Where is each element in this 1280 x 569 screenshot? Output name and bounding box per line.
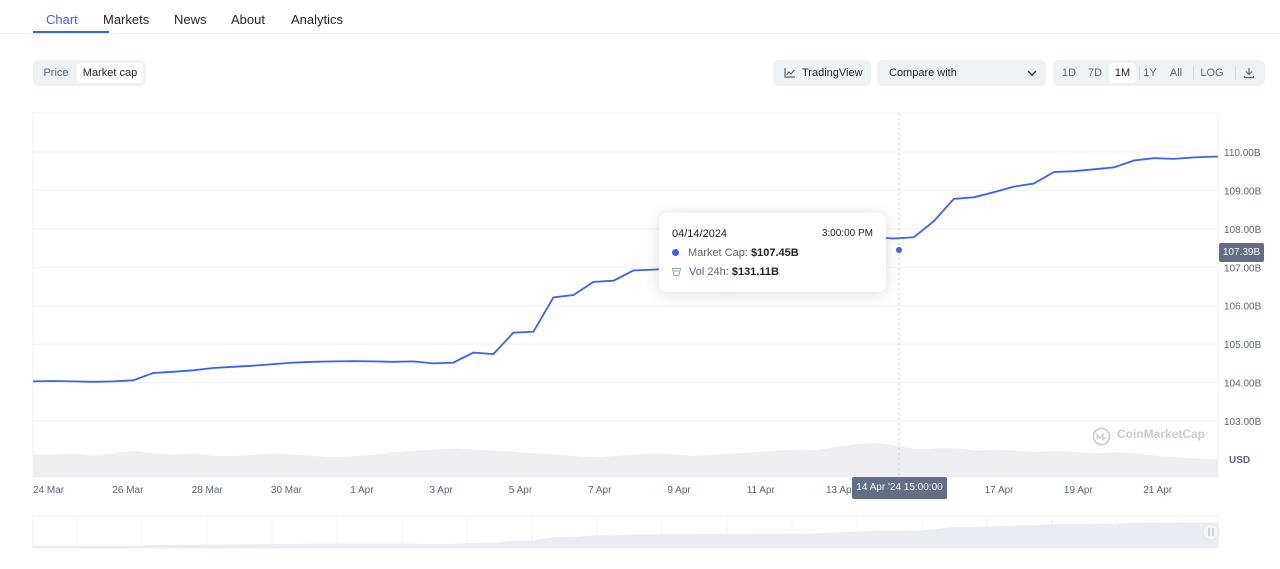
y-tick-label: 107.00B	[1224, 263, 1262, 274]
navigator-handle[interactable]	[1202, 523, 1220, 541]
price-marketcap-toggle: Price Market cap	[33, 60, 146, 86]
chart-tooltip: 04/14/2024 3:00:00 PM Market Cap: $107.4…	[659, 213, 886, 292]
range-1y-button[interactable]: 1Y	[1143, 67, 1157, 79]
y-tick-label: 106.00B	[1224, 302, 1262, 313]
series-dot-icon	[672, 249, 679, 256]
toolbar-divider	[1193, 66, 1194, 80]
tab-markets[interactable]: Markets	[103, 12, 150, 27]
x-tick-label: 21 Apr	[1143, 485, 1173, 496]
x-tick-label: 11 Apr	[747, 485, 776, 496]
volume-icon	[672, 268, 681, 276]
range-1d-button[interactable]: 1D	[1061, 67, 1077, 79]
x-tick-label: 30 Mar	[271, 485, 303, 496]
x-tick-label: 5 Apr	[509, 485, 533, 496]
y-tick-label: 108.00B	[1224, 225, 1262, 236]
tooltip-volume-value: $131.11B	[731, 266, 779, 278]
plot-border	[32, 112, 1219, 478]
tab-bar: Chart Markets News About Analytics	[0, 0, 1280, 34]
log-scale-button[interactable]: LOG	[1200, 67, 1224, 79]
coinmarketcap-logo-icon	[1092, 427, 1111, 446]
tooltip-volume-label: Vol 24h:	[689, 266, 729, 278]
x-tick-label: 26 Mar	[112, 485, 144, 496]
range-1m-button[interactable]: 1M	[1109, 63, 1136, 83]
chevron-down-icon	[1027, 70, 1037, 76]
market-cap-toggle-button[interactable]: Market cap	[77, 63, 143, 83]
price-toggle-button[interactable]: Price	[43, 67, 69, 79]
x-tick-label: 1 Apr	[350, 485, 374, 496]
crosshair-time-badge: 14 Apr '24 15:00:00	[852, 477, 947, 499]
y-tick-label: 109.00B	[1224, 186, 1262, 197]
toolbar-divider	[1235, 66, 1236, 80]
tab-about[interactable]: About	[231, 12, 265, 27]
range-7d-button[interactable]: 7D	[1087, 67, 1103, 79]
chart-line-icon	[784, 68, 795, 78]
tooltip-date: 04/14/2024	[672, 228, 728, 240]
currency-label: USD	[1229, 455, 1251, 466]
x-tick-label: 7 Apr	[588, 485, 612, 496]
tradingview-label: TradingView	[802, 67, 863, 79]
x-tick-label: 19 Apr	[1064, 485, 1094, 496]
y-tick-label: 110.00B	[1224, 148, 1261, 159]
x-tick-label: 9 Apr	[667, 485, 691, 496]
y-tick-label: 105.00B	[1224, 340, 1262, 351]
x-tick-label: 17 Apr	[985, 485, 1015, 496]
tab-news[interactable]: News	[174, 12, 207, 27]
current-value-badge: 107.39B	[1219, 243, 1264, 262]
compare-with-label: Compare with	[889, 67, 957, 79]
y-tick-label: 103.00B	[1224, 417, 1262, 428]
tab-analytics[interactable]: Analytics	[291, 12, 344, 27]
x-tick-label: 24 Mar	[33, 485, 65, 496]
tooltip-volume-row: Vol 24h: $131.11B	[672, 266, 779, 278]
range-selector: 1D 7D 1M 1Y All LOG	[1053, 60, 1265, 86]
crosshair-point	[895, 245, 903, 254]
download-icon[interactable]	[1243, 67, 1255, 79]
tooltip-market-cap-label: Market Cap:	[688, 247, 748, 259]
range-all-button[interactable]: All	[1169, 67, 1183, 79]
x-tick-label: 3 Apr	[430, 485, 454, 496]
y-tick-label: 104.00B	[1224, 379, 1262, 390]
tooltip-time: 3:00:00 PM	[821, 228, 873, 239]
market-cap-line	[32, 155, 1218, 383]
market-cap-chart[interactable]: 103.00B 104.00B 105.00B 106.00B 107.00B 108.0…	[0, 100, 1280, 569]
tab-chart[interactable]: Chart	[46, 12, 78, 27]
x-tick-label: 28 Mar	[192, 485, 224, 496]
active-tab-indicator	[33, 31, 109, 33]
tooltip-market-cap-value: $107.45B	[750, 247, 799, 259]
tooltip-market-cap-row: Market Cap: $107.45B	[672, 247, 799, 259]
watermark: CoinMarketCap	[1117, 427, 1206, 441]
volume-area	[33, 443, 1218, 477]
tradingview-button[interactable]: TradingView	[773, 60, 871, 86]
toolbar-divider	[1139, 66, 1140, 80]
x-tick-label: 13 Apr	[826, 485, 856, 496]
compare-with-select[interactable]: Compare with	[877, 60, 1046, 86]
navigator-area	[33, 522, 1218, 548]
